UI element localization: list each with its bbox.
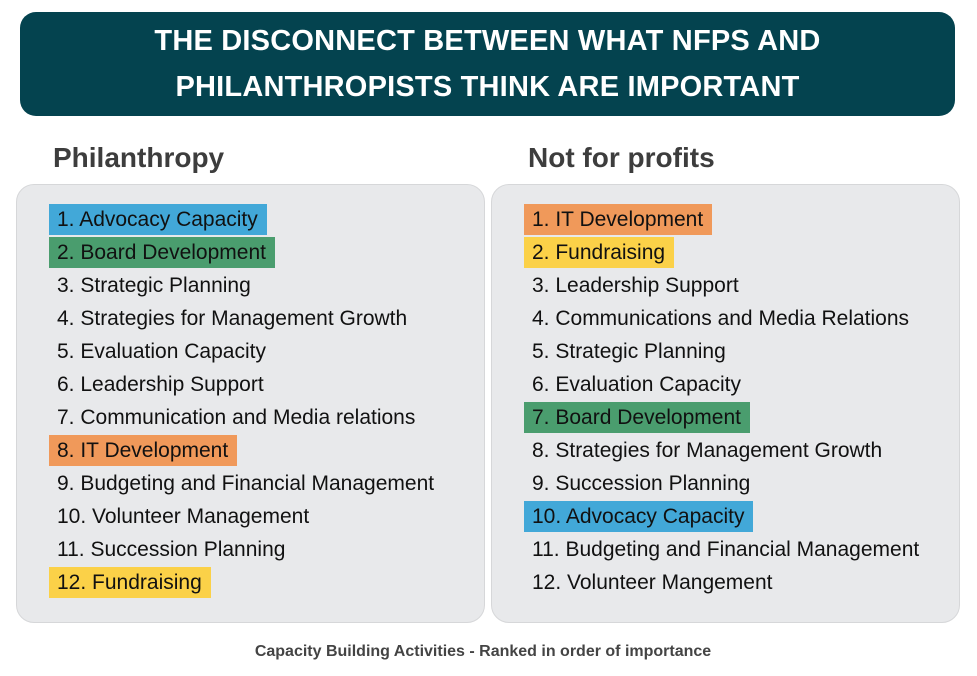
- list-item-label: 2. Fundraising: [524, 237, 675, 268]
- list-item-label: 1. IT Development: [524, 204, 713, 235]
- list-item-label: 3. Strategic Planning: [57, 274, 251, 297]
- list-item-label: 1. Advocacy Capacity: [49, 204, 267, 235]
- list-item-label: 9. Succession Planning: [532, 472, 751, 495]
- list-item-label: 8. IT Development: [49, 435, 238, 466]
- list-item: 4. Strategies for Management Growth: [49, 302, 443, 335]
- nfp-heading: Not for profits: [528, 142, 715, 173]
- title-line-2: PHILANTHROPISTS THINK ARE IMPORTANT: [175, 71, 800, 103]
- list-item-label: 3. Leadership Support: [532, 274, 739, 297]
- list-item-label: 4. Communications and Media Relations: [532, 307, 910, 330]
- nfp-panel: 1. IT Development 2. Fundraising 3. Leader…: [491, 184, 960, 623]
- list-item: 2. Fundraising: [524, 236, 928, 269]
- list-item-label: 9. Budgeting and Financial Management: [57, 472, 435, 495]
- list-item-label: 12. Fundraising: [49, 567, 211, 598]
- list-item: 9. Succession Planning: [524, 467, 928, 500]
- list-item: 11. Budgeting and Financial Management: [524, 533, 928, 566]
- list-item: 10. Advocacy Capacity: [524, 500, 928, 533]
- list-item: 7. Communication and Media relations: [49, 401, 443, 434]
- list-item: 12. Volunteer Mangement: [524, 566, 928, 599]
- list-item: 11. Succession Planning: [49, 533, 443, 566]
- list-item-label: 6. Evaluation Capacity: [532, 373, 741, 396]
- nfp-list: 1. IT Development 2. Fundraising 3. Leader…: [524, 203, 928, 599]
- list-item: 8. Strategies for Management Growth: [524, 434, 928, 467]
- list-item-label: 4. Strategies for Management Growth: [57, 307, 408, 330]
- list-item: 2. Board Development: [49, 236, 443, 269]
- list-item: 5. Evaluation Capacity: [49, 335, 443, 368]
- list-item: 1. Advocacy Capacity: [49, 203, 443, 236]
- list-item: 1. IT Development: [524, 203, 928, 236]
- list-item: 4. Communications and Media Relations: [524, 302, 928, 335]
- title-line-1: THE DISCONNECT BETWEEN WHAT NFPS AND: [154, 25, 821, 57]
- list-item-label: 10. Advocacy Capacity: [524, 501, 754, 532]
- philanthropy-list: 1. Advocacy Capacity 2. Board Development…: [49, 203, 443, 599]
- list-item: 9. Budgeting and Financial Management: [49, 467, 443, 500]
- list-item: 3. Leadership Support: [524, 269, 928, 302]
- list-item-label: 2. Board Development: [49, 237, 275, 268]
- list-item: 5. Strategic Planning: [524, 335, 928, 368]
- philanthropy-heading: Philanthropy: [53, 142, 225, 173]
- title-banner: THE DISCONNECT BETWEEN WHAT NFPS AND PHI…: [20, 12, 955, 116]
- list-item: 8. IT Development: [49, 434, 443, 467]
- list-item-label: 11. Succession Planning: [57, 538, 286, 561]
- list-item-label: 10. Volunteer Management: [57, 505, 310, 528]
- list-item-label: 6. Leadership Support: [57, 373, 264, 396]
- list-item: 6. Evaluation Capacity: [524, 368, 928, 401]
- list-item: 10. Volunteer Management: [49, 500, 443, 533]
- philanthropy-panel: 1. Advocacy Capacity 2. Board Development…: [16, 184, 485, 623]
- list-item-label: 5. Evaluation Capacity: [57, 340, 266, 363]
- list-item-label: 11. Budgeting and Financial Management: [532, 538, 920, 561]
- list-item-label: 12. Volunteer Mangement: [532, 571, 773, 594]
- footer-caption: Capacity Building Activities - Ranked in…: [254, 643, 712, 660]
- list-item-label: 5. Strategic Planning: [532, 340, 726, 363]
- list-item-label: 7. Communication and Media relations: [57, 406, 416, 429]
- list-item: 7. Board Development: [524, 401, 928, 434]
- list-item: 6. Leadership Support: [49, 368, 443, 401]
- list-item-label: 8. Strategies for Management Growth: [532, 439, 883, 462]
- list-item: 3. Strategic Planning: [49, 269, 443, 302]
- list-item: 12. Fundraising: [49, 566, 443, 599]
- list-item-label: 7. Board Development: [524, 402, 750, 433]
